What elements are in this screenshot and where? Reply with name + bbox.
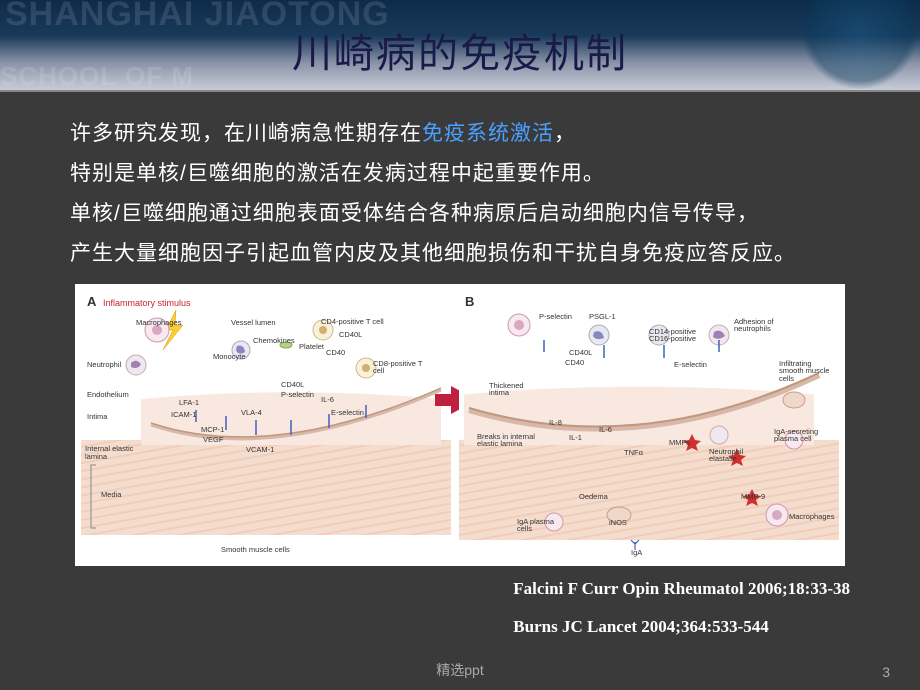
page-number: 3 (882, 664, 890, 680)
label-lfa1: LFA-1 (179, 398, 199, 407)
label-cd40l-b: CD40L (569, 348, 592, 357)
body-line-1b: ， (554, 122, 576, 145)
label-eselectin-b: E-selectin (674, 360, 707, 369)
label-neutrophil-a: Neutrophil (87, 360, 121, 369)
body-line-4: 产生大量细胞因子引起血管内皮及其他细胞损伤和干扰自身免疫应答反应。 (70, 234, 850, 274)
label-mmps: MMPs (669, 438, 690, 447)
mechanism-figure: A Inflammatory stimulus (75, 284, 845, 566)
label-vessel-lumen: Vessel lumen (231, 318, 276, 327)
label-infiltrating: Infiltrating smooth muscle cells (779, 360, 834, 384)
page-title: 川崎病的免疫机制 (292, 21, 628, 79)
reference-2: Burns JC Lancet 2004;364:533-544 (513, 608, 850, 645)
label-cd40-b: CD40 (565, 358, 584, 367)
body-line-1a: 许多研究发现，在川崎病急性期存在 (70, 122, 422, 145)
label-cd40l2: CD40L (281, 380, 304, 389)
label-cd40l: CD40L (339, 330, 362, 339)
body-text-block: 许多研究发现，在川崎病急性期存在免疫系统激活， 特别是单核/巨噬细胞的激活在发病… (0, 92, 920, 576)
label-breaks: Breaks in internal elastic lamina (477, 433, 542, 449)
label-il6-a: IL-6 (321, 395, 334, 404)
label-oedema: Oedema (579, 492, 608, 501)
highlighted-term: 免疫系统激活 (422, 122, 554, 145)
label-cd4t: CD4-positive T cell (321, 318, 391, 326)
label-eselectin-a: E-selectin (331, 408, 364, 417)
label-mmp9: MMP-9 (741, 492, 765, 501)
references: Falcini F Curr Opin Rheumatol 2006;18:33… (513, 570, 850, 645)
ghost-text-bottom: SCHOOL OF M (0, 61, 194, 92)
label-thickened: Thickened intima (489, 382, 539, 398)
label-endothelium-a: Endothelium (87, 390, 129, 399)
label-monocyte: Monocyte (213, 352, 246, 361)
label-cd14-16: CD14-positiveCD16-positive (649, 328, 719, 344)
label-vla4: VLA-4 (241, 408, 262, 417)
label-iga-cell: IgA-secreting plasma cell (774, 428, 834, 444)
label-smc: Smooth muscle cells (221, 545, 290, 554)
label-il6-b: IL-6 (599, 425, 612, 434)
label-iel-a: Internal elastic lamina (85, 445, 135, 462)
label-macrophages-a: Macrophages (136, 318, 181, 327)
figure-panel-b: B (459, 290, 839, 560)
label-adhesion: Adhesion of neutrophils (734, 318, 794, 334)
label-neutro-elastase: Neutrophil elastase (709, 448, 759, 464)
label-iga-plasma: IgA plasma cells (517, 518, 562, 534)
title-bar: SHANGHAI JIAOTONG SCHOOL OF M 川崎病的免疫机制 (0, 0, 920, 92)
body-line-2: 特别是单核/巨噬细胞的激活在发病过程中起重要作用。 (70, 154, 850, 194)
label-vegf: VEGF (203, 435, 223, 444)
label-media-a: Media (101, 490, 121, 499)
figure-panel-a: A Inflammatory stimulus (81, 290, 451, 560)
body-line-1: 许多研究发现，在川崎病急性期存在免疫系统激活， (70, 114, 850, 154)
panel-a-svg (81, 290, 451, 564)
label-tnfa: TNFα (624, 448, 643, 457)
label-chemokines: Chemokines (253, 336, 295, 345)
label-cd40: CD40 (326, 348, 345, 357)
label-il8: IL-8 (549, 418, 562, 427)
label-pselectin-b: P-selectin (539, 312, 572, 321)
footer-label: 精选ppt (436, 660, 483, 680)
label-cd8t: CD8-positive T cell (373, 360, 433, 376)
label-icam1: ICAM-1 (171, 410, 196, 419)
reference-1: Falcini F Curr Opin Rheumatol 2006;18:33… (513, 570, 850, 607)
slide: SHANGHAI JIAOTONG SCHOOL OF M 川崎病的免疫机制 许… (0, 0, 920, 690)
body-line-3: 单核/巨噬细胞通过细胞表面受体结合各种病原后启动细胞内信号传导， (70, 194, 850, 234)
label-inos: iNOS (609, 518, 627, 527)
label-psgl1: PSGL-1 (589, 312, 616, 321)
logo-badge (800, 0, 920, 90)
label-il1: IL-1 (569, 433, 582, 442)
label-intima-a: Intima (87, 412, 107, 421)
label-mcp1: MCP-1 (201, 425, 224, 434)
label-vcam1: VCAM-1 (246, 445, 274, 454)
label-platelet: Platelet (299, 342, 324, 351)
label-iga: IgA (631, 548, 642, 557)
label-macrophages-b: Macrophages (789, 512, 834, 521)
label-pselectin-a: P-selectin (281, 390, 314, 399)
